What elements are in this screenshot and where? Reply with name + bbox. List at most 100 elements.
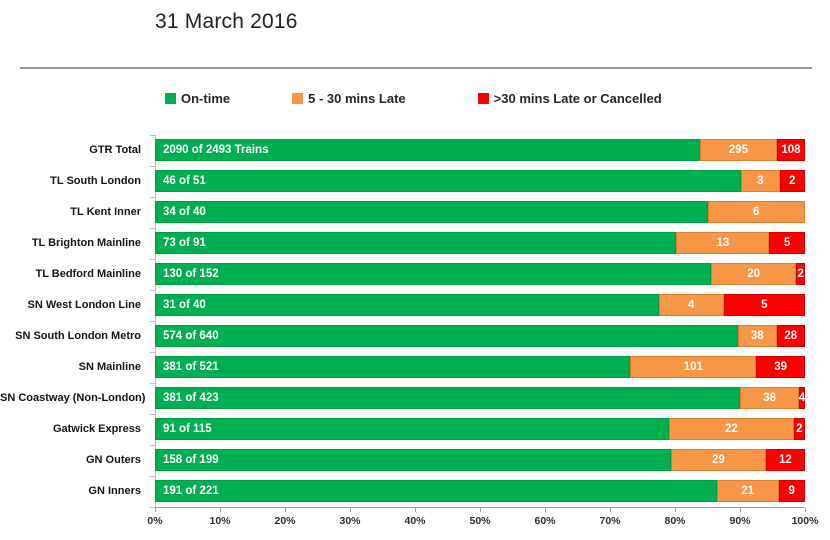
- x-axis-tick: [545, 508, 546, 512]
- x-axis-tick: [155, 508, 156, 512]
- x-axis-tick-label: 60%: [534, 515, 556, 527]
- segment-value-label: 38: [750, 330, 764, 342]
- stacked-bar: 574 of 640 38 28: [155, 325, 805, 347]
- bar-segment-ontime: 73 of 91: [155, 232, 677, 254]
- bar-segment-ontime: 381 of 521: [155, 356, 631, 378]
- category-axis-tick: [150, 135, 155, 136]
- category-label: TL Brighton Mainline: [31, 237, 141, 249]
- segment-value-label: 91 of 115: [163, 423, 212, 435]
- x-axis-tick-label: 50%: [469, 515, 491, 527]
- segment-value-label: 4: [688, 299, 695, 311]
- segment-value-label: 22: [725, 423, 738, 435]
- category-label: SN Coastway (Non-London): [0, 392, 146, 404]
- stacked-bar: 130 of 152 20 2: [155, 263, 805, 285]
- bar-segment-ontime: 46 of 51: [155, 170, 742, 192]
- category-label: GN Outers: [85, 454, 141, 466]
- chart-row: 381 of 521 101 39: [155, 352, 805, 383]
- bar-segment-cancelled: 5: [769, 232, 805, 254]
- category-axis-line: [155, 135, 156, 507]
- x-axis-tick: [220, 508, 221, 512]
- stacked-bar: 381 of 423 38 4: [155, 387, 805, 409]
- stacked-bar: 31 of 40 4 5: [155, 294, 805, 316]
- bar-segment-late: 29: [671, 449, 766, 471]
- category-label: SN Mainline: [78, 361, 141, 373]
- segment-value-label: 34 of 40: [163, 206, 206, 218]
- segment-value-label: 2: [789, 175, 796, 187]
- segment-value-label: 101: [683, 361, 703, 373]
- category-axis-tick: [150, 383, 155, 384]
- bar-segment-cancelled: 2: [793, 418, 805, 440]
- segment-value-label: 158 of 199: [163, 454, 219, 466]
- bar-segment-cancelled: 5: [723, 294, 805, 316]
- bar-segment-ontime: 91 of 115: [155, 418, 670, 440]
- bar-segment-cancelled: 9: [778, 480, 805, 502]
- legend-label: 5 - 30 mins Late: [308, 91, 406, 106]
- stacked-bar: 191 of 221 21 9: [155, 480, 805, 502]
- category-axis-tick: [150, 290, 155, 291]
- chart-title: 31 March 2016: [155, 10, 298, 33]
- category-label: TL South London: [50, 175, 141, 187]
- category-axis-tick: [150, 476, 155, 477]
- plot-area: 2090 of 2493 Trains 295 108 46 of 51 3 2 34 of…: [150, 135, 805, 508]
- bar-segment-late: 22: [669, 418, 794, 440]
- x-axis: 0% 10% 20% 30% 40% 50% 60% 70% 80% 90% 100%: [147, 508, 818, 538]
- bar-segment-ontime: 158 of 199: [155, 449, 672, 471]
- chart-row: 34 of 40 6: [155, 197, 805, 228]
- chart-row: 381 of 423 38 4: [155, 383, 805, 414]
- category-axis-tick: [150, 445, 155, 446]
- x-axis-tick-label: 30%: [339, 515, 361, 527]
- segment-value-label: 3: [757, 175, 764, 187]
- bar-segment-ontime: 381 of 423: [155, 387, 741, 409]
- bar-segment-cancelled: 12: [765, 449, 805, 471]
- x-axis-tick: [350, 508, 351, 512]
- category-axis-tick: [150, 228, 155, 229]
- segment-value-label: 5: [783, 237, 791, 249]
- category-axis-tick: [150, 507, 155, 508]
- stacked-bar: 158 of 199 29 12: [155, 449, 805, 471]
- x-axis-tick-label: 100%: [791, 515, 819, 527]
- segment-value-label: 20: [747, 268, 761, 280]
- stacked-bar: 73 of 91 13 5: [155, 232, 805, 254]
- legend-item-3: >30 mins Late or Cancelled: [477, 91, 662, 106]
- bar-segment-cancelled: 4: [799, 387, 805, 409]
- bar-segment-ontime: 34 of 40: [155, 201, 708, 223]
- segment-value-label: 4: [798, 392, 806, 404]
- x-axis-tick-label: 90%: [729, 515, 751, 527]
- legend-item-2: 5 - 30 mins Late: [292, 91, 406, 106]
- segment-value-label: 130 of 152: [163, 268, 219, 280]
- bar-segment-ontime: 31 of 40: [155, 294, 659, 316]
- bar-segment-late: 4: [658, 294, 724, 316]
- stacked-bar: 46 of 51 3 2: [155, 170, 805, 192]
- segment-value-label: 2: [796, 423, 803, 435]
- legend-swatch-icon: [165, 93, 176, 104]
- stacked-bar: 91 of 115 22 2: [155, 418, 805, 440]
- bar-segment-cancelled: 28: [776, 325, 805, 347]
- x-axis-tick: [675, 508, 676, 512]
- segment-value-label: 2090 of 2493 Trains: [163, 144, 269, 156]
- segment-value-label: 2: [797, 268, 804, 280]
- stacked-bar: 34 of 40 6: [155, 201, 805, 223]
- bar-segment-ontime: 574 of 640: [155, 325, 738, 347]
- bar-segment-ontime: 191 of 221: [155, 480, 717, 502]
- category-label: GTR Total: [89, 144, 141, 156]
- category-axis-tick: [150, 414, 155, 415]
- segment-value-label: 12: [778, 454, 792, 466]
- segment-value-label: 13: [716, 237, 730, 249]
- bar-segment-late: 21: [716, 480, 779, 502]
- x-axis-tick: [415, 508, 416, 512]
- segment-value-label: 38: [763, 392, 777, 404]
- segment-value-label: 9: [788, 485, 795, 497]
- title-divider-line: [20, 67, 812, 69]
- x-axis-tick: [740, 508, 741, 512]
- x-axis-tick: [805, 508, 806, 512]
- segment-value-label: 191 of 221: [163, 485, 219, 497]
- x-axis-tick-label: 0%: [147, 515, 163, 527]
- chart-row: 91 of 115 22 2: [155, 414, 805, 445]
- segment-value-label: 29: [712, 454, 725, 466]
- category-label: Gatwick Express: [52, 423, 141, 435]
- segment-value-label: 73 of 91: [163, 237, 206, 249]
- bar-segment-late: 3: [741, 170, 780, 192]
- segment-value-label: 46 of 51: [163, 175, 206, 187]
- chart-row: 574 of 640 38 28: [155, 321, 805, 352]
